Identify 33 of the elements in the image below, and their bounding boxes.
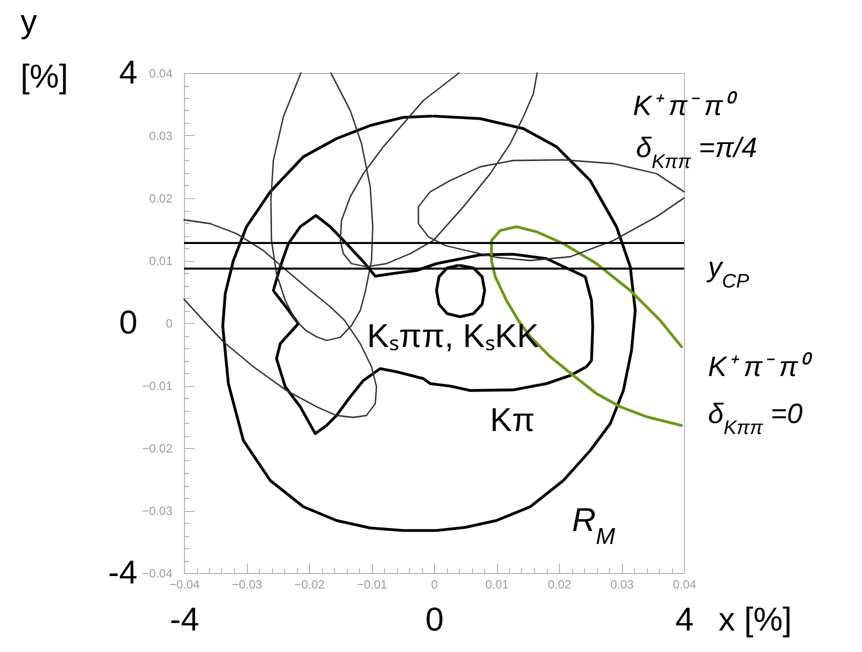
text: δ$_{Kππ}$ =0 <box>708 398 804 439</box>
y-tick-label: 0.02 <box>149 192 173 206</box>
y-tick-label: 0.04 <box>149 66 173 80</box>
x-tick-label: 0.02 <box>548 578 572 592</box>
x2-tick-label: 0 <box>425 600 444 638</box>
y-tick-label: −0.02 <box>142 442 173 456</box>
y-tick-label: 0.01 <box>149 254 173 268</box>
text: K⁺ π⁻ π⁰ <box>708 351 813 382</box>
y-tick-label: 0 <box>166 316 173 330</box>
annotation: δ$_{Kππ}$ =π/4 <box>636 132 758 173</box>
x-tick-label: 0.04 <box>672 578 696 592</box>
annotation: Kπ <box>490 401 535 438</box>
y-tick-label: 0.03 <box>149 129 173 143</box>
x2-axis-title: x [%] <box>718 600 792 638</box>
ref-line-label: y$_{CP}$ <box>706 252 750 293</box>
x-tick-label: 0.03 <box>610 578 634 592</box>
x2-tick-label: 4 <box>675 600 694 638</box>
x2-tick-label: -4 <box>170 600 200 638</box>
y2-tick-label: -4 <box>108 554 138 590</box>
y2-tick-label: 4 <box>119 54 138 90</box>
x-tick-label: −0.02 <box>294 578 325 592</box>
x-tick-label: −0.03 <box>232 578 262 592</box>
y2-axis-title: y [%] <box>20 2 68 94</box>
x-tick-label: −0.04 <box>169 578 200 592</box>
y2-tick-label: 0 <box>119 304 138 340</box>
y-tick-label: −0.03 <box>142 504 173 518</box>
annotation: K⁺ π⁻ π⁰ <box>633 90 738 121</box>
x-tick-label: −0.01 <box>356 578 388 592</box>
y-tick-label: −0.01 <box>142 379 173 393</box>
x-tick-label: 0 <box>431 578 438 592</box>
y-tick-label: −0.04 <box>142 566 173 580</box>
x-tick-label: 0.01 <box>485 578 509 592</box>
annotation: R$_{M}$ <box>572 501 616 549</box>
